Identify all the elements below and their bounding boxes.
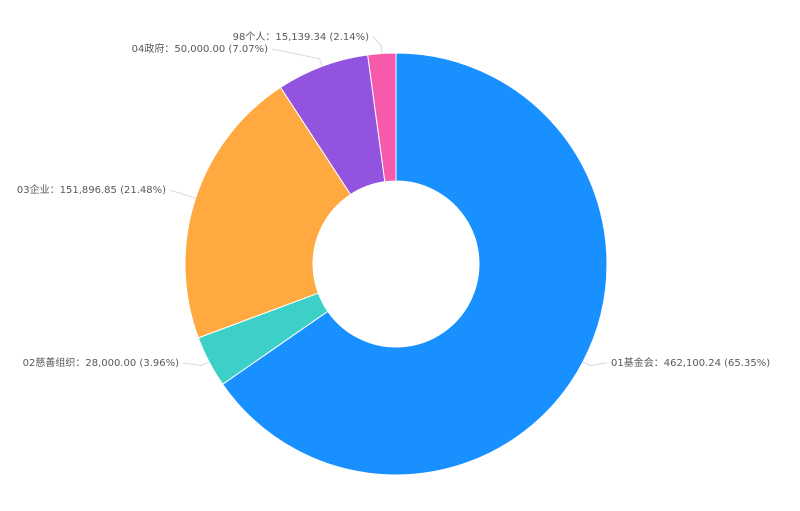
slice-1[interactable] [221,52,608,476]
slice-3[interactable] [184,86,352,339]
slice-label-1: 01基金会：462,100.24 (65.35%) [611,356,770,369]
leader-line-4 [271,48,323,67]
slice-label-5: 98个人：15,139.34 (2.14%) [233,31,369,43]
leader-line-2 [182,361,210,367]
leader-line-3 [169,189,196,199]
slice-label-4: 04政府：50,000.00 (7.07%) [132,42,268,55]
leader-line-1 [582,361,608,367]
slice-5[interactable] [367,52,397,183]
leader-line-5 [372,36,383,54]
slice-label-2: 02慈善组织：28,000.00 (3.96%) [23,356,179,369]
slice-label-3: 03企业：151,896.85 (21.48%) [17,183,166,196]
